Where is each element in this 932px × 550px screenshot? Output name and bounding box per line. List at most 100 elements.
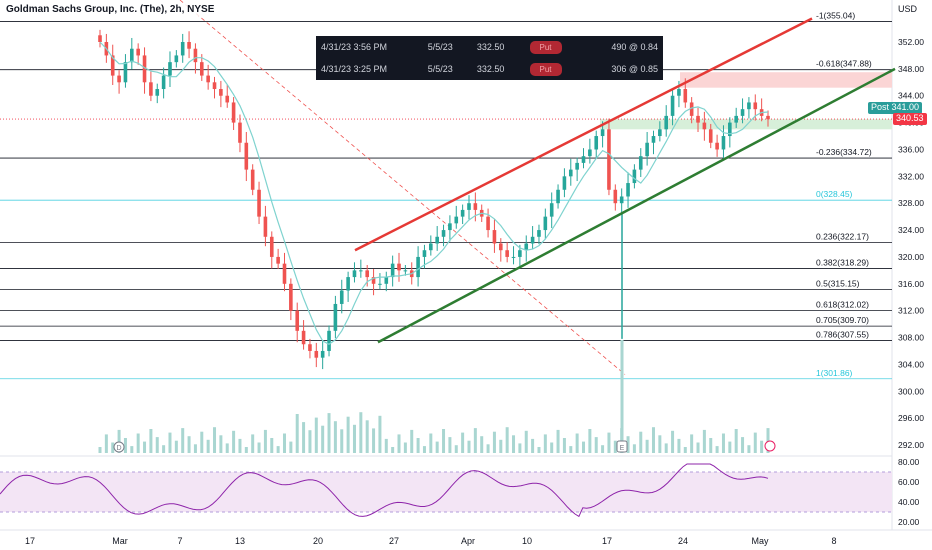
alert-marker-icon bbox=[764, 440, 776, 452]
candle-body bbox=[619, 196, 624, 204]
candle-body bbox=[155, 89, 160, 96]
volume-bar bbox=[98, 447, 102, 453]
volume-bar bbox=[613, 440, 617, 453]
candle-body bbox=[658, 129, 662, 137]
volume-bar bbox=[276, 446, 280, 453]
fib-label: -1(355.04) bbox=[816, 11, 855, 21]
volume-bar bbox=[512, 435, 516, 453]
volume-bar bbox=[524, 430, 528, 453]
candle-body bbox=[664, 115, 669, 130]
rsi-tick-label: 20.00 bbox=[898, 517, 920, 527]
volume-bar bbox=[359, 412, 363, 453]
time-tick-label: 17 bbox=[602, 536, 612, 546]
volume-bar bbox=[143, 441, 147, 453]
dividend-marker-icon bbox=[113, 441, 125, 453]
volume-bar bbox=[480, 436, 484, 453]
volume-bar bbox=[244, 447, 248, 453]
channel-upper-line bbox=[354, 17, 813, 252]
trade-strike: 332.50 bbox=[476, 42, 505, 52]
volume-bar bbox=[378, 415, 382, 453]
price-tick-label: 348.00 bbox=[898, 64, 924, 74]
volume-bar bbox=[753, 432, 757, 453]
volume-bar bbox=[582, 441, 586, 453]
candle-body bbox=[486, 216, 490, 231]
volume-bar bbox=[658, 435, 662, 453]
earnings-volume-bar bbox=[620, 340, 624, 453]
price-tick-label: 316.00 bbox=[898, 279, 924, 289]
candle-body bbox=[244, 142, 249, 170]
candle-body bbox=[588, 149, 592, 157]
candle-body bbox=[467, 203, 471, 210]
time-tick-label: 10 bbox=[522, 536, 532, 546]
volume-bar bbox=[117, 429, 121, 453]
last-price-flag: 340.53 bbox=[893, 113, 927, 125]
fib-label: 0.236(322.17) bbox=[816, 231, 869, 241]
candle-body bbox=[683, 89, 688, 103]
time-tick-label: 24 bbox=[678, 536, 688, 546]
candle-body bbox=[734, 115, 738, 123]
volume-bar bbox=[365, 420, 369, 453]
volume-bar bbox=[632, 444, 636, 453]
candle-body bbox=[320, 350, 325, 358]
candle-body bbox=[384, 277, 389, 284]
dividend-marker-label: D bbox=[116, 445, 121, 452]
volume-bar bbox=[683, 447, 687, 453]
volume-bar bbox=[747, 445, 751, 453]
volume-bar bbox=[200, 431, 204, 453]
candle-body bbox=[161, 75, 166, 90]
candle-body bbox=[441, 230, 446, 237]
candle-body bbox=[543, 216, 548, 231]
volume-bar bbox=[492, 431, 496, 453]
rsi-tick-label: 80.00 bbox=[898, 457, 920, 467]
candle-body bbox=[314, 350, 319, 358]
volume-bar bbox=[333, 421, 337, 453]
fib-label: 0(328.45) bbox=[816, 189, 853, 199]
price-tick-label: 312.00 bbox=[898, 306, 924, 316]
downtrend-dashed-line bbox=[179, 0, 626, 375]
candle-body bbox=[403, 270, 408, 272]
chart-title: Goldman Sachs Group, Inc. (The), 2h, NYS… bbox=[4, 3, 217, 16]
candle-body bbox=[499, 243, 503, 251]
time-tick-label: May bbox=[751, 536, 769, 546]
candle-body bbox=[562, 176, 567, 190]
candle-body bbox=[505, 250, 509, 257]
candle-body bbox=[333, 303, 338, 331]
volume-bar bbox=[651, 427, 655, 453]
candle-body bbox=[568, 169, 573, 177]
volume-bar bbox=[499, 439, 503, 453]
volume-bar bbox=[314, 417, 318, 453]
volume-bar bbox=[391, 447, 395, 453]
volume-bar bbox=[467, 440, 471, 453]
volume-bar bbox=[111, 442, 115, 453]
time-tick-label: 8 bbox=[831, 536, 836, 546]
candle-body bbox=[327, 330, 331, 351]
volume-bar bbox=[251, 434, 255, 453]
volume-bar bbox=[690, 434, 694, 453]
volume-bar bbox=[213, 427, 217, 453]
time-tick-label: 20 bbox=[313, 536, 323, 546]
candle-body bbox=[180, 42, 185, 56]
volume-bar bbox=[193, 444, 197, 453]
trade-size: 306 @ 0.85 bbox=[611, 64, 658, 74]
volume-bar bbox=[384, 438, 388, 453]
candle-body bbox=[524, 243, 529, 251]
price-tick-label: 336.00 bbox=[898, 144, 924, 154]
trade-datetime: 4/31/23 3:25 PM bbox=[321, 64, 388, 74]
candle-body bbox=[626, 183, 630, 197]
candle-body bbox=[651, 136, 656, 143]
candle-body bbox=[715, 142, 719, 150]
volume-bar bbox=[728, 441, 732, 453]
volume-bar bbox=[734, 429, 738, 453]
volume-bar bbox=[429, 433, 433, 453]
candle-body bbox=[212, 82, 217, 90]
price-tick-label: 308.00 bbox=[898, 333, 924, 343]
volume-bar bbox=[257, 442, 261, 453]
candle-body bbox=[537, 230, 541, 237]
volume-bar bbox=[340, 429, 344, 453]
trade-datetime: 4/31/23 3:56 PM bbox=[321, 42, 388, 52]
candle-body bbox=[721, 136, 726, 150]
volume-bar bbox=[263, 429, 267, 453]
volume-bar bbox=[486, 444, 490, 453]
candle-body bbox=[390, 263, 395, 278]
